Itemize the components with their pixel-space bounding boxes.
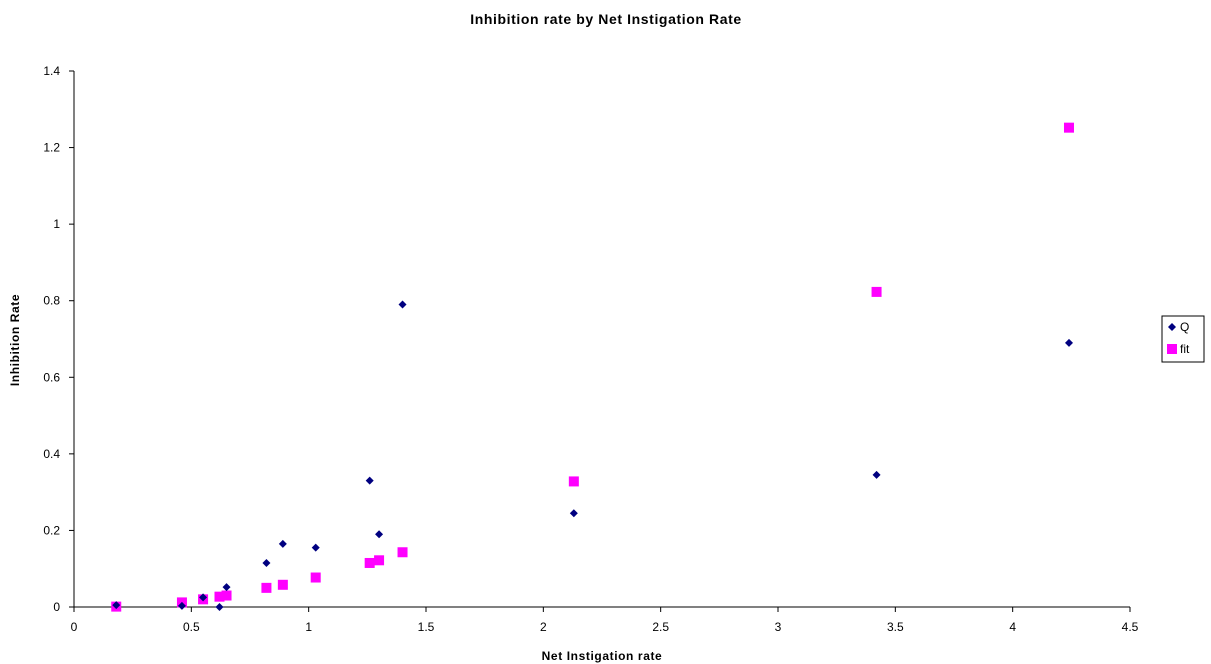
x-tick-label: 1 <box>305 620 312 634</box>
legend-fit-marker <box>1167 344 1177 354</box>
x-tick-label: 4.5 <box>1122 620 1139 634</box>
y-tick-label: 0.4 <box>43 447 60 461</box>
plot-area <box>111 122 1074 612</box>
chart-title: Inhibition rate by Net Instigation Rate <box>470 11 742 27</box>
fit-point <box>871 286 882 297</box>
q-point <box>278 539 287 548</box>
fit-point <box>568 476 579 487</box>
y-axis: 0 0.2 0.4 0.6 0.8 1 1.2 1.4 <box>43 64 75 614</box>
q-point <box>311 543 320 552</box>
x-axis-label: Net Instigation rate <box>542 649 663 663</box>
x-tick-label: 2.5 <box>652 620 669 634</box>
q-point <box>222 583 231 592</box>
fit-point <box>374 555 385 566</box>
x-tick-label: 3.5 <box>887 620 904 634</box>
q-point <box>365 476 374 485</box>
q-point <box>199 593 208 602</box>
fit-point <box>214 591 225 602</box>
q-point <box>112 601 121 610</box>
legend-label: Q <box>1180 320 1189 334</box>
legend-label: fit <box>1180 342 1190 356</box>
legend-box <box>1161 315 1205 363</box>
x-tick-label: 3 <box>775 620 782 634</box>
q-point <box>569 509 578 518</box>
x-tick-label: 0 <box>71 620 78 634</box>
x-tick-label: 0.5 <box>183 620 200 634</box>
q-point <box>1064 338 1073 347</box>
fit-point <box>1063 122 1074 133</box>
fit-point <box>397 547 408 558</box>
q-point <box>872 470 881 479</box>
x-tick-label: 4 <box>1009 620 1016 634</box>
q-point <box>215 603 224 611</box>
y-tick-label: 1.4 <box>43 64 60 78</box>
fit-point <box>221 590 232 601</box>
y-tick-label: 1 <box>53 217 60 231</box>
q-point <box>398 300 407 309</box>
y-tick-label: 0.8 <box>43 294 60 308</box>
fit-point <box>277 579 288 590</box>
y-tick-label: 0.6 <box>43 370 60 384</box>
fit-point <box>364 557 375 568</box>
x-axis: 0 0.5 1 1.5 2 2.5 3 3.5 4 4.5 <box>71 606 1139 634</box>
q-point <box>375 530 384 539</box>
legend-q-marker <box>1168 323 1176 331</box>
x-tick-label: 2 <box>540 620 547 634</box>
q-point <box>262 558 271 567</box>
y-tick-label: 0 <box>53 600 60 614</box>
fit-point <box>261 582 272 593</box>
q-point <box>177 601 186 610</box>
y-tick-label: 1.2 <box>43 141 60 155</box>
x-tick-label: 1.5 <box>418 620 435 634</box>
y-tick-label: 0.2 <box>43 523 60 537</box>
y-axis-label: Inhibition Rate <box>8 294 22 386</box>
fit-point <box>310 572 321 583</box>
